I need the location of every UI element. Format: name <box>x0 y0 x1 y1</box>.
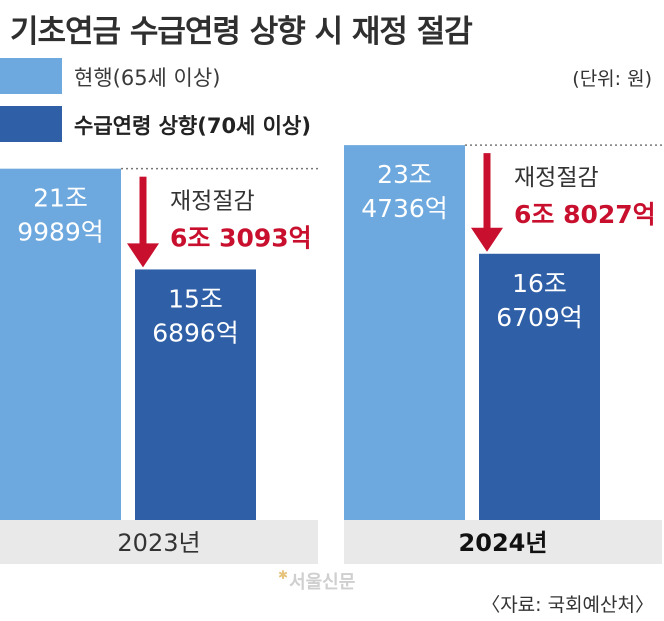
bar-current-1 <box>0 168 121 521</box>
savings-label-2: 재정절감 <box>514 165 599 191</box>
bar-current-label-2-line1: 23조 <box>377 160 432 189</box>
watermark-icon: ✱ <box>278 568 289 582</box>
watermark-text: 서울신문 <box>289 572 356 593</box>
savings-arrow-shaft-1 <box>139 176 147 246</box>
category-band-2 <box>344 520 662 564</box>
bar-raised-label-2-line2: 6709억 <box>496 303 583 332</box>
bar-current-label-1-line1: 21조 <box>33 184 88 213</box>
watermark: ✱서울신문 <box>278 568 355 594</box>
category-label-2: 2024년 <box>459 529 548 557</box>
savings-value-2: 6조 8027억 <box>514 200 656 229</box>
unit-label: (단위: 원) <box>572 68 652 90</box>
chart-title: 기초연금 수급연령 상향 시 재정 절감 <box>10 14 473 50</box>
legend-swatch-current <box>0 58 62 94</box>
bar-raised-1 <box>135 269 256 520</box>
legend-label-current: 현행(65세 이상) <box>74 66 221 90</box>
bar-raised-label-1-line2: 6896억 <box>152 318 239 347</box>
savings-label-1: 재정절감 <box>170 189 255 215</box>
bar-current-label-2-line2: 4736억 <box>361 194 448 223</box>
bar-raised-label-1-line1: 15조 <box>168 284 223 313</box>
category-label-1: 2023년 <box>117 529 200 557</box>
legend-label-raised: 수급연령 상향(70세 이상) <box>74 114 311 138</box>
savings-value-1: 6조 3093억 <box>170 224 312 253</box>
bar-current-label-1-line2: 9989억 <box>17 218 104 247</box>
source-note: 〈자료: 국회예산처〉 <box>481 594 654 616</box>
savings-arrow-head-1 <box>127 243 159 268</box>
bar-raised-label-2-line1: 16조 <box>512 269 567 298</box>
legend-swatch-raised <box>0 106 62 142</box>
bar-current-2 <box>344 145 465 521</box>
bar-raised-2 <box>479 253 600 520</box>
savings-arrow-shaft-2 <box>483 153 491 230</box>
category-band-1 <box>0 520 318 564</box>
savings-arrow-head-2 <box>471 227 503 252</box>
